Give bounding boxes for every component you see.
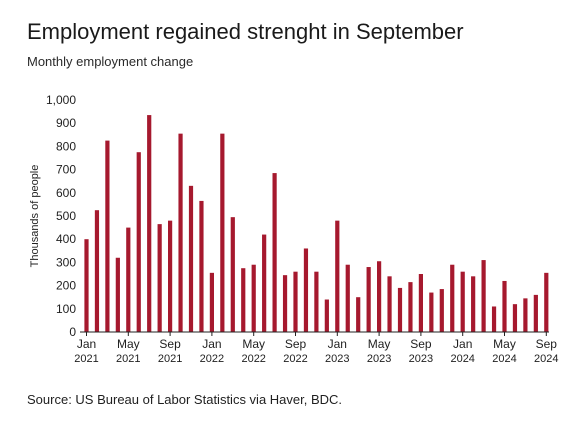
y-tick-label: 700 (56, 163, 76, 177)
x-tick-year: 2021 (74, 353, 98, 365)
chart-title: Employment regained strenght in Septembe… (27, 19, 464, 44)
y-axis-ticks: 0 100 200 300 400 500 600 700 800 900 1,000 (46, 93, 76, 339)
y-tick-label: 100 (56, 302, 76, 316)
bar: Mar 2023: 150 (356, 297, 361, 332)
bar: Apr 2021: 320 (115, 257, 120, 332)
x-tick-month: Jan (328, 337, 347, 351)
bar: Apr 2024: 110 (491, 306, 497, 332)
bar: Aug 2023: 215 (408, 282, 413, 332)
y-tick-label: 1,000 (46, 93, 76, 107)
bar: Jul 2022: 685 (272, 173, 277, 332)
x-tick-year: 2021 (116, 353, 140, 365)
bar: Jan 2022: 255 (209, 272, 214, 332)
bar: Dec 2022: 140 (324, 299, 329, 332)
bar: Jul 2021: 935 (147, 115, 152, 332)
x-tick-year: 2022 (283, 353, 307, 365)
x-tick-month: Sep (285, 337, 307, 351)
bar: Mar 2021: 825 (105, 140, 110, 332)
y-tick-label: 400 (56, 232, 76, 246)
x-tick-month: Jan (453, 337, 472, 351)
bar: Jul 2023: 190 (397, 287, 403, 332)
x-tick-month: Sep (159, 337, 181, 351)
x-tick-month: Sep (536, 337, 558, 351)
x-tick-year: 2024 (492, 353, 516, 365)
x-tick-year: 2024 (534, 353, 558, 365)
x-tick-year: 2024 (450, 353, 474, 365)
bar: Jun 2022: 420 (262, 234, 267, 332)
bar: Dec 2023: 290 (450, 264, 455, 332)
bar: Dec 2021: 565 (199, 200, 204, 332)
bar: Sep 2024: 255 (544, 272, 549, 332)
bar: Apr 2022: 275 (241, 268, 246, 332)
bar: Feb 2023: 290 (345, 264, 350, 332)
x-tick-month: May (242, 337, 265, 351)
bar: Mar 2022: 495 (230, 217, 235, 332)
bar: Jan 2024: 260 (460, 271, 465, 332)
bar: May 2021: 450 (126, 227, 131, 332)
bar: Aug 2021: 465 (157, 224, 162, 332)
bar: Jul 2024: 145 (523, 298, 528, 332)
bars: Jan 2021: 400 Feb 2021: 525 Mar 2021: 825 A… (84, 115, 549, 332)
bar: May 2023: 305 (377, 261, 382, 332)
bar: Jun 2021: 775 (136, 152, 141, 332)
x-tick-year: 2022 (200, 353, 224, 365)
bar: Jun 2023: 240 (387, 276, 392, 332)
source-note: Source: US Bureau of Labor Statistics vi… (27, 392, 343, 407)
x-tick-month: May (117, 337, 140, 351)
bar: Feb 2021: 525 (94, 210, 100, 332)
bar: May 2024: 220 (502, 280, 507, 332)
bar: May 2022: 290 (251, 264, 256, 332)
x-tick-year: 2021 (158, 353, 182, 365)
bar: Jan 2023: 480 (335, 220, 340, 332)
y-axis-label: Thousands of people (29, 165, 41, 268)
bar: Oct 2022: 360 (303, 248, 309, 332)
y-tick-label: 300 (56, 255, 76, 269)
x-tick-month: Jan (202, 337, 221, 351)
bar: Sep 2022: 260 (293, 271, 298, 332)
y-tick-label: 500 (56, 209, 76, 223)
x-tick-month: May (368, 337, 391, 351)
bar: Sep 2023: 250 (418, 274, 423, 332)
bar: Jan 2021: 400 (84, 239, 89, 332)
bar: Feb 2024: 240 (471, 276, 476, 332)
y-tick-label: 0 (69, 325, 76, 339)
y-tick-label: 800 (56, 139, 76, 153)
bar: Aug 2024: 160 (533, 294, 538, 332)
bar: Nov 2021: 630 (188, 185, 194, 332)
x-axis-ticks: Jan 2021 May 2021 Sep 2021 Jan 2022 May 2022 Sep 20… (74, 332, 559, 365)
bar: Nov 2022: 260 (314, 271, 319, 332)
bar: Oct 2021: 855 (178, 133, 183, 332)
bar: Feb 2022: 855 (220, 133, 225, 332)
chart-subtitle: Monthly employment change (27, 54, 194, 69)
bar: Jun 2024: 120 (512, 304, 518, 332)
bar: Apr 2023: 280 (366, 267, 371, 332)
x-tick-year: 2023 (325, 353, 349, 365)
x-tick-year: 2022 (241, 353, 265, 365)
bar: Aug 2022: 245 (282, 275, 288, 332)
x-tick-year: 2023 (409, 353, 433, 365)
y-tick-label: 600 (56, 186, 76, 200)
x-tick-month: Jan (77, 337, 96, 351)
y-tick-label: 200 (56, 279, 76, 293)
bar: Mar 2024: 310 (481, 260, 486, 332)
x-tick-year: 2023 (367, 353, 391, 365)
bar: Sep 2021: 480 (168, 220, 173, 332)
y-tick-label: 900 (56, 116, 76, 130)
x-tick-month: Sep (410, 337, 432, 351)
bar: Nov 2023: 185 (439, 289, 444, 332)
bar: Oct 2023: 170 (429, 292, 434, 332)
x-tick-month: May (493, 337, 516, 351)
